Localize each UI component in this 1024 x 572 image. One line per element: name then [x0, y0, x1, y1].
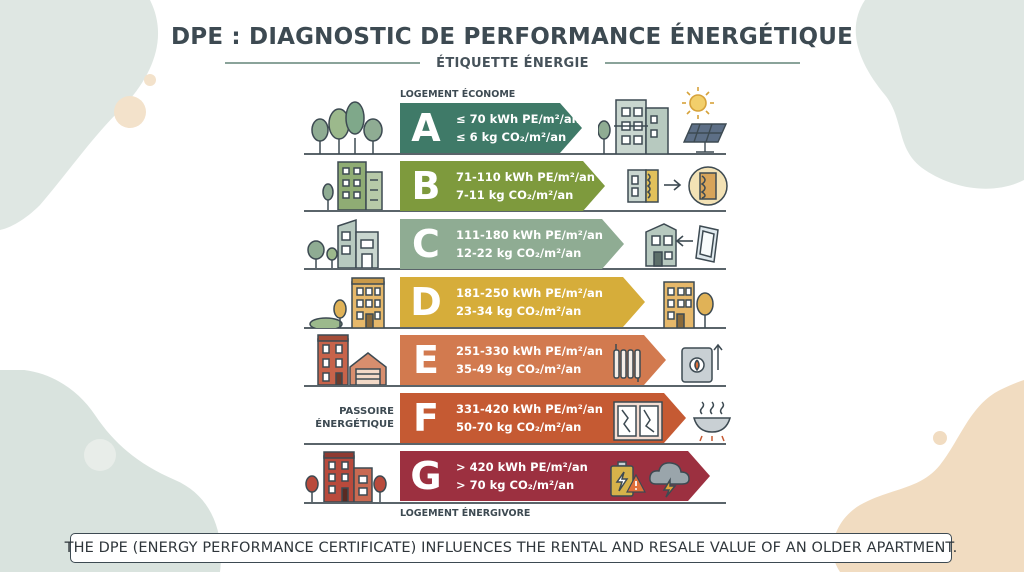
band-shape-e	[400, 335, 666, 385]
class-letter-e: E	[413, 338, 439, 382]
class-g-co2: > 70 kg CO₂/m²/an	[456, 478, 575, 492]
class-b-co2: 7-11 kg CO₂/m²/an	[456, 188, 574, 202]
top-caption: LOGEMENT ÉCONOME	[400, 89, 516, 100]
band-shape-d	[400, 277, 645, 327]
arrow-left-icon	[675, 235, 693, 247]
class-letter-b: B	[411, 164, 441, 208]
passoire-label-line2: ÉNERGÉTIQUE	[315, 419, 394, 430]
passoire-label: PASSOIRE ÉNERGÉTIQUE	[296, 405, 394, 431]
band-arrow-b	[400, 161, 605, 211]
class-letter-a: A	[411, 106, 441, 150]
eco-building-icon	[598, 99, 669, 154]
class-d-energy: 181-250 kWh PE/m²/an	[456, 286, 603, 300]
subtitle-row: ÉTIQUETTE ÉNERGIE	[225, 54, 800, 72]
warning-icon	[626, 474, 646, 493]
brick-building-icon	[305, 451, 387, 502]
row-line-g	[304, 502, 726, 504]
radiator-icon	[613, 344, 641, 382]
class-c-energy: 111-180 kWh PE/m²/an	[456, 228, 603, 242]
class-b-energy: 71-110 kWh PE/m²/an	[456, 170, 595, 184]
boiler-icon	[681, 343, 723, 383]
background-blob-top-right	[855, 0, 1024, 189]
subtitle-line-right	[604, 62, 800, 64]
band-shape-b	[400, 161, 605, 211]
class-letter-g: G	[410, 454, 442, 498]
heat-loss-icon	[693, 401, 731, 442]
house-icon	[645, 223, 677, 267]
sun-icon	[682, 87, 714, 119]
energy-class-c: C 111-180 kWh PE/m²/an 12-22 kg CO₂/m²/a…	[400, 219, 624, 269]
energy-class-a: A ≤ 70 kWh PE/m²/an ≤ 6 kg CO₂/m²/an	[400, 103, 582, 153]
footer-note: THE DPE (ENERGY PERFORMANCE CERTIFICATE)…	[65, 533, 957, 563]
tree-icon	[696, 292, 714, 328]
band-arrow-a	[400, 103, 582, 153]
band-shape-c	[400, 219, 624, 269]
energy-class-d: D 181-250 kWh PE/m²/an 23-34 kg CO₂/m²/a…	[400, 277, 645, 327]
energy-class-b: B 71-110 kWh PE/m²/an 7-11 kg CO₂/m²/an	[400, 161, 605, 211]
arrow-right-icon	[664, 179, 682, 191]
class-d-co2: 23-34 kg CO₂/m²/an	[456, 304, 582, 318]
row-line-d	[304, 327, 726, 329]
bottom-caption: LOGEMENT ÉNERGIVORE	[400, 508, 531, 519]
class-e-energy: 251-330 kWh PE/m²/an	[456, 344, 603, 358]
band-arrow-d	[400, 277, 645, 327]
apartment-building-icon	[663, 281, 695, 328]
class-e-co2: 35-49 kg CO₂/m²/an	[456, 362, 582, 376]
class-a-co2: ≤ 6 kg CO₂/m²/an	[456, 130, 567, 144]
band-shape-a	[400, 103, 582, 153]
class-g-energy: > 420 kWh PE/m²/an	[456, 460, 588, 474]
class-c-co2: 12-22 kg CO₂/m²/an	[456, 246, 582, 260]
background-blob-bottom-left	[0, 370, 221, 572]
background-blob-bottom-right	[832, 380, 1024, 572]
insulated-wall-icon	[627, 169, 659, 203]
window-icon	[695, 225, 719, 263]
row-line-a	[304, 153, 726, 155]
band-arrow-e	[400, 335, 666, 385]
page-title: DPE : DIAGNOSTIC DE PERFORMANCE ÉNERGÉTI…	[170, 24, 854, 50]
class-f-co2: 50-70 kg CO₂/m²/an	[456, 420, 582, 434]
office-building-icon	[322, 161, 383, 210]
storm-cloud-icon	[649, 462, 690, 498]
house-with-trees-icon	[307, 218, 379, 268]
class-letter-f: F	[413, 396, 439, 440]
insulation-circle-icon	[688, 166, 728, 206]
class-letter-d: D	[410, 280, 442, 324]
row-line-e	[304, 385, 726, 387]
house-and-garage-icon	[317, 334, 387, 385]
subtitle-line-left	[225, 62, 421, 64]
subtitle: ÉTIQUETTE ÉNERGIE	[436, 55, 589, 71]
trees-icon	[311, 101, 383, 154]
class-a-energy: ≤ 70 kWh PE/m²/an	[456, 112, 580, 126]
broken-window-icon	[613, 401, 663, 441]
class-letter-c: C	[412, 222, 440, 266]
class-f-energy: 331-420 kWh PE/m²/an	[456, 402, 603, 416]
solar-panel-icon	[682, 123, 728, 153]
background-blob-top-left	[0, 0, 159, 230]
apartment-building-icon	[309, 277, 385, 328]
energy-class-e: E 251-330 kWh PE/m²/an 35-49 kg CO₂/m²/a…	[400, 335, 666, 385]
band-arrow-c	[400, 219, 624, 269]
passoire-label-line1: PASSOIRE	[339, 406, 394, 417]
row-line-f	[304, 443, 726, 445]
